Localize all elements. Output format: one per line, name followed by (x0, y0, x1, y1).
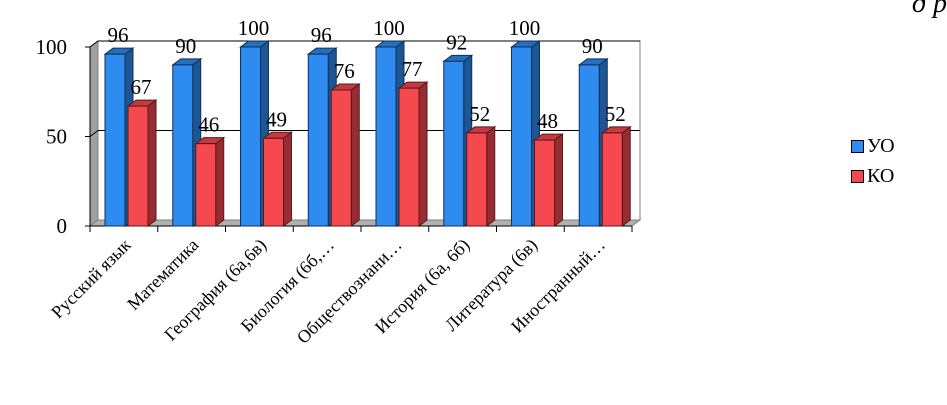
bar-ko-4 (398, 87, 420, 227)
data-label-ko-7: 52 (605, 102, 626, 126)
bar-ko-2-side (283, 131, 292, 227)
legend-swatch-uo (851, 139, 864, 153)
bar-ko-5-side (486, 125, 496, 227)
data-label-ko-4: 77 (402, 57, 423, 81)
bar-uo-0 (104, 53, 126, 227)
data-label-uo-4: 100 (373, 16, 405, 40)
bar-ko-3-side (350, 82, 360, 227)
bar-ko-5 (466, 132, 488, 227)
data-label-uo-3: 96 (311, 23, 332, 47)
bar-uo-1 (172, 64, 194, 227)
y-tick-label-100: 100 (36, 35, 68, 59)
bar-ko-0-side (147, 99, 157, 227)
bar-ko-1 (195, 143, 217, 227)
data-label-ko-6: 48 (537, 109, 558, 133)
legend: УО КО (851, 131, 895, 191)
legend-label-ko: КО (867, 164, 895, 187)
data-label-uo-5: 92 (446, 30, 467, 54)
data-label-uo-2: 100 (238, 16, 270, 40)
bar-ko-7-side (621, 125, 631, 227)
y-tick-label-50: 50 (46, 125, 67, 149)
bar-ko-6 (534, 139, 555, 227)
bar-uo-3 (307, 53, 329, 227)
y-tick-label-0: 0 (57, 214, 68, 238)
bar-ko-7 (601, 132, 623, 227)
data-label-ko-3: 76 (334, 59, 355, 83)
data-label-ko-5: 52 (469, 102, 490, 126)
bar-ko-4-side (418, 81, 428, 227)
data-label-ko-0: 67 (131, 75, 152, 99)
bar-uo-7 (578, 64, 600, 227)
data-label-uo-7: 90 (582, 34, 603, 58)
legend-swatch-ko (851, 169, 864, 183)
data-label-ko-1: 46 (198, 113, 219, 137)
chart-title-fragment: д р (911, 0, 947, 19)
bar-uo-5 (443, 60, 465, 227)
legend-item-ko: КО (851, 161, 895, 191)
bar-ko-0 (127, 105, 149, 227)
bar-ko-6-side (554, 133, 563, 227)
gridline-side-100 (89, 40, 99, 48)
x-tick-label-0: Русский язык (47, 235, 135, 323)
bar-uo-6 (511, 46, 532, 227)
bar-ko-2 (263, 137, 284, 227)
data-label-uo-6: 100 (509, 16, 541, 40)
data-label-uo-1: 90 (175, 34, 196, 58)
bar-uo-2 (240, 46, 261, 227)
bar-uo-4 (375, 46, 397, 227)
data-label-uo-0: 96 (108, 23, 129, 47)
data-label-ko-2: 49 (266, 107, 287, 131)
legend-label-uo: УО (867, 134, 895, 157)
legend-item-uo: УО (851, 131, 895, 161)
gridline-side-50 (89, 130, 99, 137)
bar-ko-3 (330, 89, 352, 227)
bar-ko-1-side (215, 136, 225, 227)
